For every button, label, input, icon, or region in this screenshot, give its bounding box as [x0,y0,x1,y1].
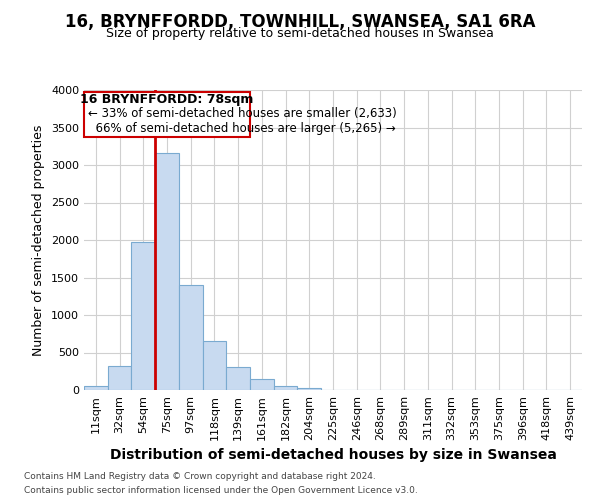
Text: Contains public sector information licensed under the Open Government Licence v3: Contains public sector information licen… [24,486,418,495]
Text: 16, BRYNFFORDD, TOWNHILL, SWANSEA, SA1 6RA: 16, BRYNFFORDD, TOWNHILL, SWANSEA, SA1 6… [65,12,535,30]
X-axis label: Distribution of semi-detached houses by size in Swansea: Distribution of semi-detached houses by … [110,448,556,462]
Bar [250,379,274,390]
Bar [84,92,250,136]
Bar [84,386,108,390]
Bar [108,366,131,390]
Bar [155,153,179,390]
Bar [131,242,155,390]
Bar [298,388,321,390]
Text: 16 BRYNFFORDD: 78sqm: 16 BRYNFFORDD: 78sqm [80,93,254,106]
Text: Contains HM Land Registry data © Crown copyright and database right 2024.: Contains HM Land Registry data © Crown c… [24,472,376,481]
Text: 66% of semi-detached houses are larger (5,265) →: 66% of semi-detached houses are larger (… [88,122,395,135]
Bar [179,285,203,390]
Bar [203,341,226,390]
Text: Size of property relative to semi-detached houses in Swansea: Size of property relative to semi-detach… [106,28,494,40]
Bar [226,367,250,390]
Text: ← 33% of semi-detached houses are smaller (2,633): ← 33% of semi-detached houses are smalle… [88,108,397,120]
Bar [274,386,298,390]
Y-axis label: Number of semi-detached properties: Number of semi-detached properties [32,124,46,356]
